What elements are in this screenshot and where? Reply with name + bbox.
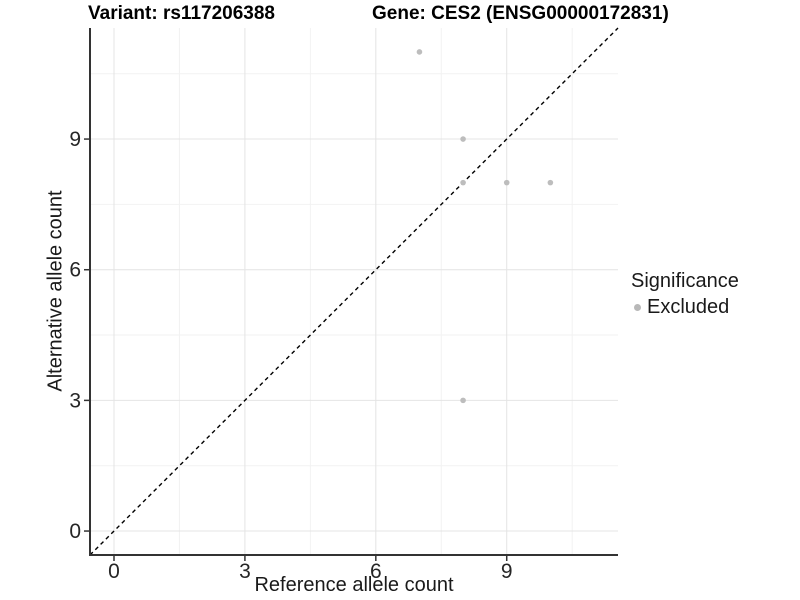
y-axis-title: Alternative allele count (44, 190, 67, 392)
x-axis-title: Reference allele count (254, 574, 454, 596)
legend-item-label: Excluded (647, 296, 730, 318)
legend-title: Significance (631, 270, 739, 292)
legend: Significance Excluded (631, 269, 739, 319)
plot-title-gene: Gene: CES2 (ENSG00000172831) (372, 3, 669, 24)
legend-item-excluded: Excluded (631, 295, 739, 319)
plot-title-variant: Variant: rs117206388 (88, 3, 275, 24)
data-point (416, 49, 423, 55)
data-point (503, 179, 510, 186)
data-point (460, 179, 466, 186)
data-point (547, 179, 554, 186)
x-tick-label: 0 (108, 560, 120, 583)
legend-point-icon (634, 303, 641, 311)
x-tick-label: 6 (370, 560, 382, 583)
y-tick-label: 9 (69, 128, 81, 151)
x-tick-label: 9 (501, 560, 513, 583)
data-point (460, 136, 466, 142)
x-tick-label: 3 (239, 560, 251, 583)
y-tick-label: 0 (69, 520, 81, 543)
data-point (460, 397, 466, 404)
identity-line (89, 27, 619, 556)
y-tick-label: 6 (69, 259, 81, 282)
y-tick-label: 3 (69, 389, 81, 412)
